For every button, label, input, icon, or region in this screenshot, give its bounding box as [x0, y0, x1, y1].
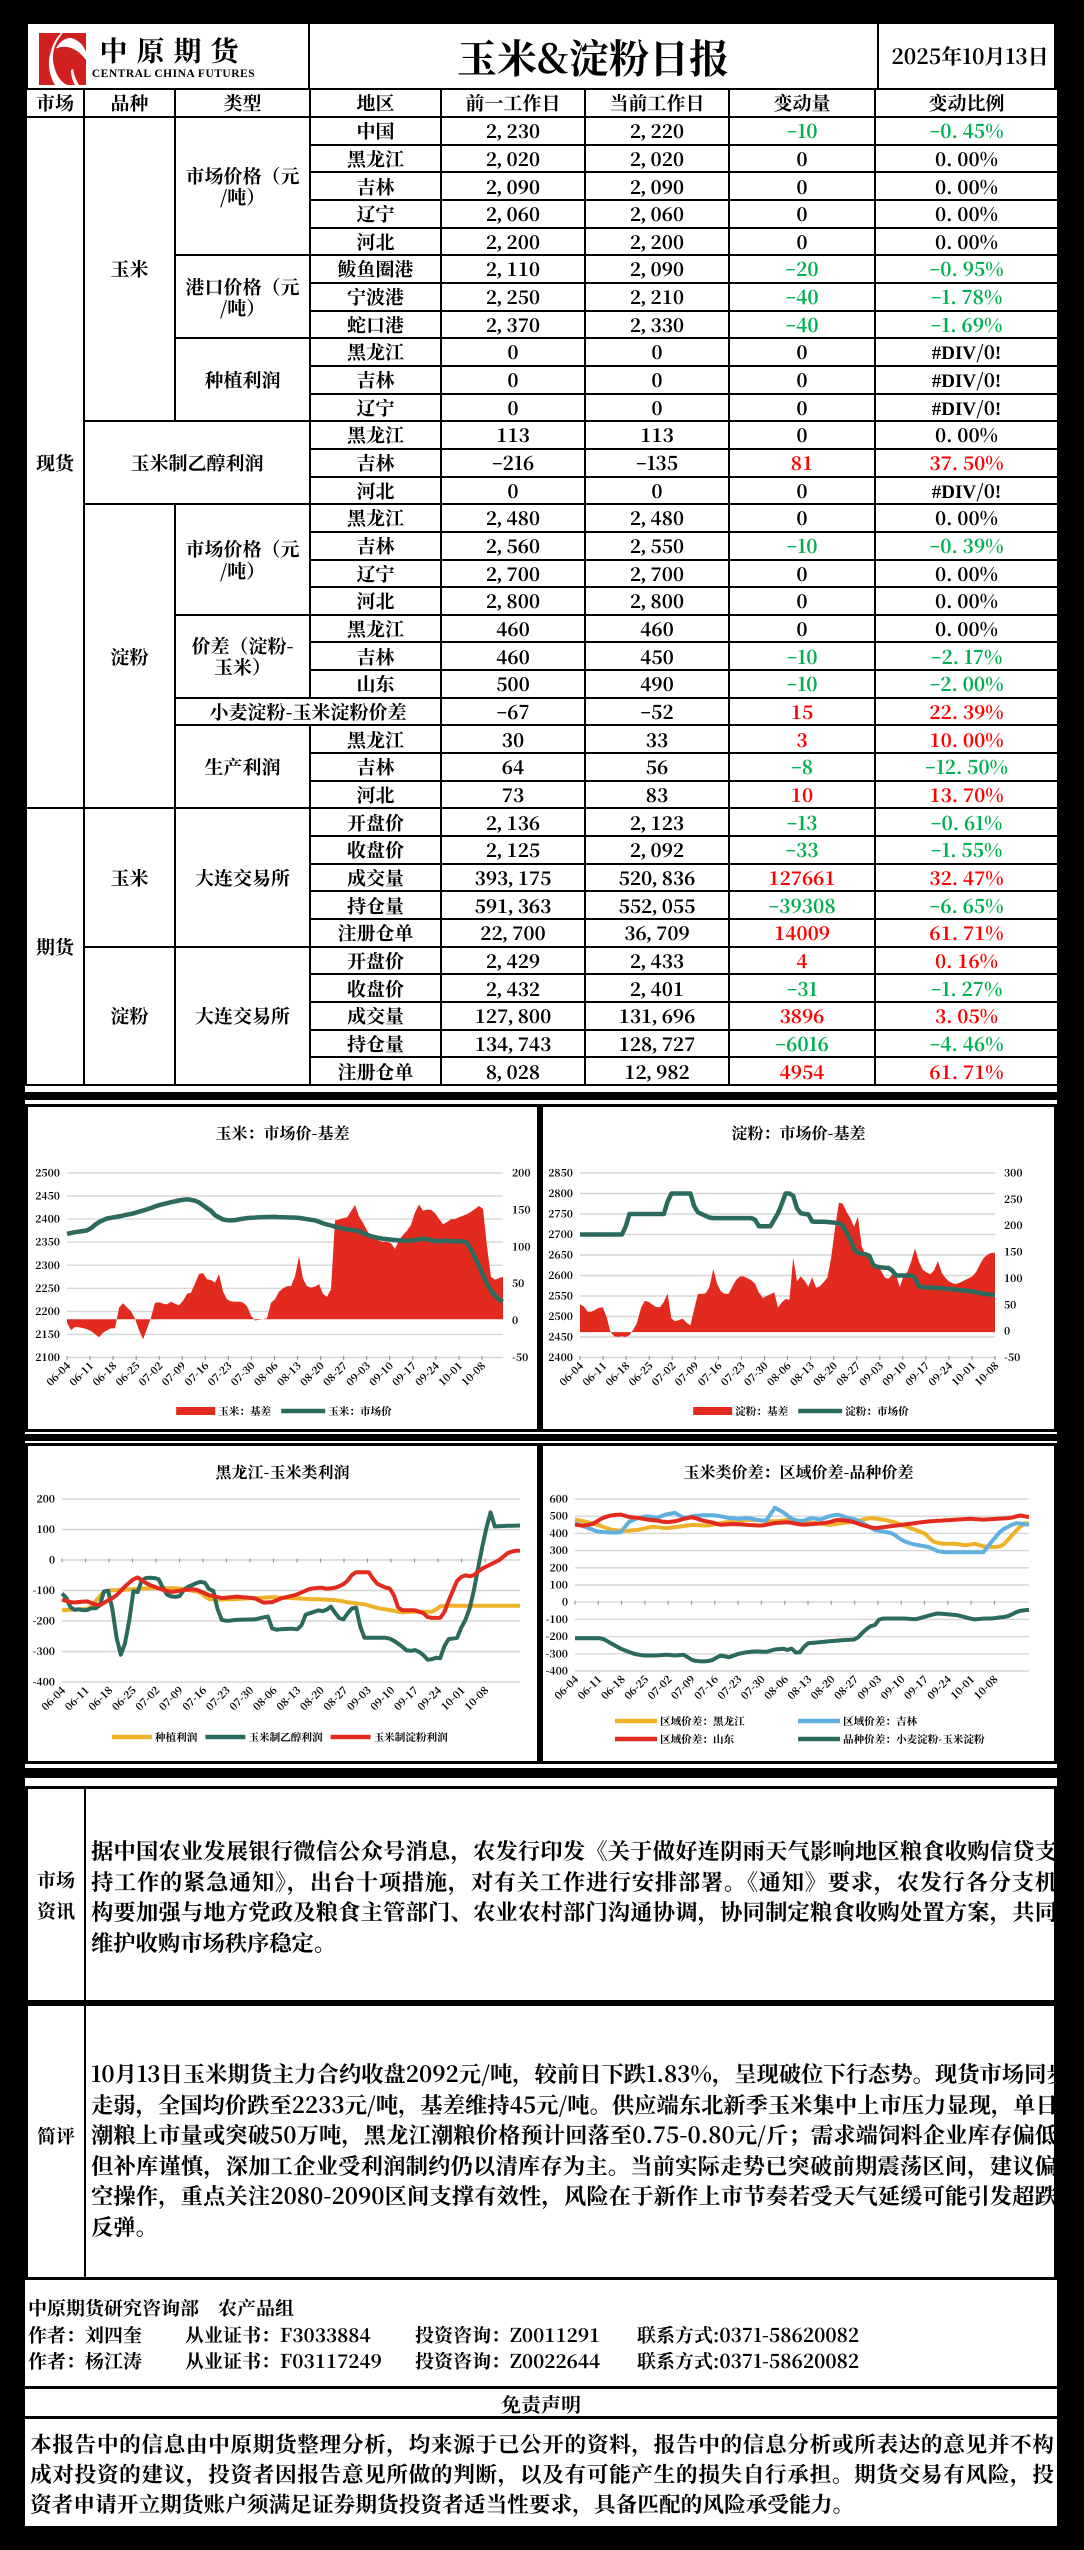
svg-text:-400: -400	[33, 1675, 55, 1690]
svg-text:2150: 2150	[35, 1327, 60, 1342]
svg-text:0: 0	[49, 1553, 55, 1568]
svg-text:150: 150	[1004, 1245, 1023, 1260]
svg-text:玉米类价差：区域价差-品种价差: 玉米类价差：区域价差-品种价差	[684, 1460, 914, 1483]
svg-text:玉米：市场价-基差: 玉米：市场价-基差	[216, 1121, 350, 1144]
svg-text:2600: 2600	[548, 1268, 573, 1283]
svg-text:500: 500	[549, 1509, 568, 1524]
svg-text:300: 300	[1004, 1166, 1023, 1181]
svg-text:品种价差：小麦淀粉-玉米淀粉: 品种价差：小麦淀粉-玉米淀粉	[843, 1732, 985, 1747]
svg-text:200: 200	[36, 1492, 55, 1507]
svg-text:100: 100	[512, 1239, 531, 1254]
svg-text:100: 100	[549, 1578, 568, 1593]
svg-text:2800: 2800	[548, 1186, 573, 1201]
svg-text:2100: 2100	[35, 1350, 60, 1365]
svg-text:600: 600	[549, 1492, 568, 1507]
svg-text:-300: -300	[546, 1646, 568, 1661]
svg-text:-200: -200	[546, 1629, 568, 1644]
svg-text:100: 100	[36, 1522, 55, 1537]
svg-text:200: 200	[512, 1166, 531, 1181]
svg-text:-200: -200	[33, 1614, 55, 1629]
svg-text:2750: 2750	[548, 1207, 573, 1222]
svg-text:玉米：市场价: 玉米：市场价	[328, 1404, 392, 1419]
svg-text:150: 150	[512, 1202, 531, 1217]
svg-text:玉米制乙醇利润: 玉米制乙醇利润	[248, 1730, 323, 1745]
svg-text:淀粉：基差: 淀粉：基差	[735, 1404, 788, 1419]
svg-text:-400: -400	[546, 1664, 568, 1679]
svg-text:区域价差：吉林: 区域价差：吉林	[843, 1714, 918, 1729]
svg-text:0: 0	[562, 1595, 568, 1610]
svg-text:0: 0	[512, 1313, 518, 1328]
svg-text:2650: 2650	[548, 1248, 573, 1263]
svg-text:玉米制淀粉利润: 玉米制淀粉利润	[374, 1730, 449, 1745]
svg-text:300: 300	[549, 1543, 568, 1558]
svg-text:2400: 2400	[548, 1350, 573, 1365]
svg-text:2450: 2450	[35, 1189, 60, 1204]
svg-text:种植利润: 种植利润	[155, 1730, 198, 1745]
svg-text:50: 50	[512, 1276, 524, 1291]
svg-text:2850: 2850	[548, 1166, 573, 1181]
svg-text:2300: 2300	[35, 1258, 60, 1273]
svg-text:2500: 2500	[548, 1309, 573, 1324]
svg-text:2400: 2400	[35, 1212, 60, 1227]
svg-text:2200: 2200	[35, 1304, 60, 1319]
svg-text:-300: -300	[33, 1644, 55, 1659]
svg-text:-50: -50	[512, 1350, 528, 1365]
svg-text:-50: -50	[1004, 1350, 1020, 1365]
svg-text:2550: 2550	[548, 1289, 573, 1304]
svg-text:2350: 2350	[35, 1235, 60, 1250]
svg-text:区域价差：山东: 区域价差：山东	[660, 1732, 736, 1747]
svg-text:200: 200	[549, 1560, 568, 1575]
svg-text:250: 250	[1004, 1192, 1023, 1207]
svg-text:区域价差：黑龙江: 区域价差：黑龙江	[660, 1714, 745, 1729]
svg-text:400: 400	[549, 1526, 568, 1541]
svg-text:2450: 2450	[548, 1330, 573, 1345]
svg-text:玉米：基差: 玉米：基差	[218, 1404, 271, 1419]
svg-text:-100: -100	[546, 1612, 568, 1627]
svg-text:2500: 2500	[35, 1166, 60, 1181]
svg-text:100: 100	[1004, 1271, 1023, 1286]
svg-text:2700: 2700	[548, 1227, 573, 1242]
svg-text:淀粉：市场价-基差: 淀粉：市场价-基差	[732, 1121, 866, 1144]
svg-text:200: 200	[1004, 1218, 1023, 1233]
svg-text:50: 50	[1004, 1297, 1016, 1312]
svg-text:黑龙江-玉米类利润: 黑龙江-玉米类利润	[216, 1460, 350, 1483]
svg-text:0: 0	[1004, 1324, 1010, 1339]
svg-text:-100: -100	[33, 1583, 55, 1598]
svg-text:2250: 2250	[35, 1281, 60, 1296]
svg-text:淀粉：市场价: 淀粉：市场价	[845, 1404, 909, 1419]
